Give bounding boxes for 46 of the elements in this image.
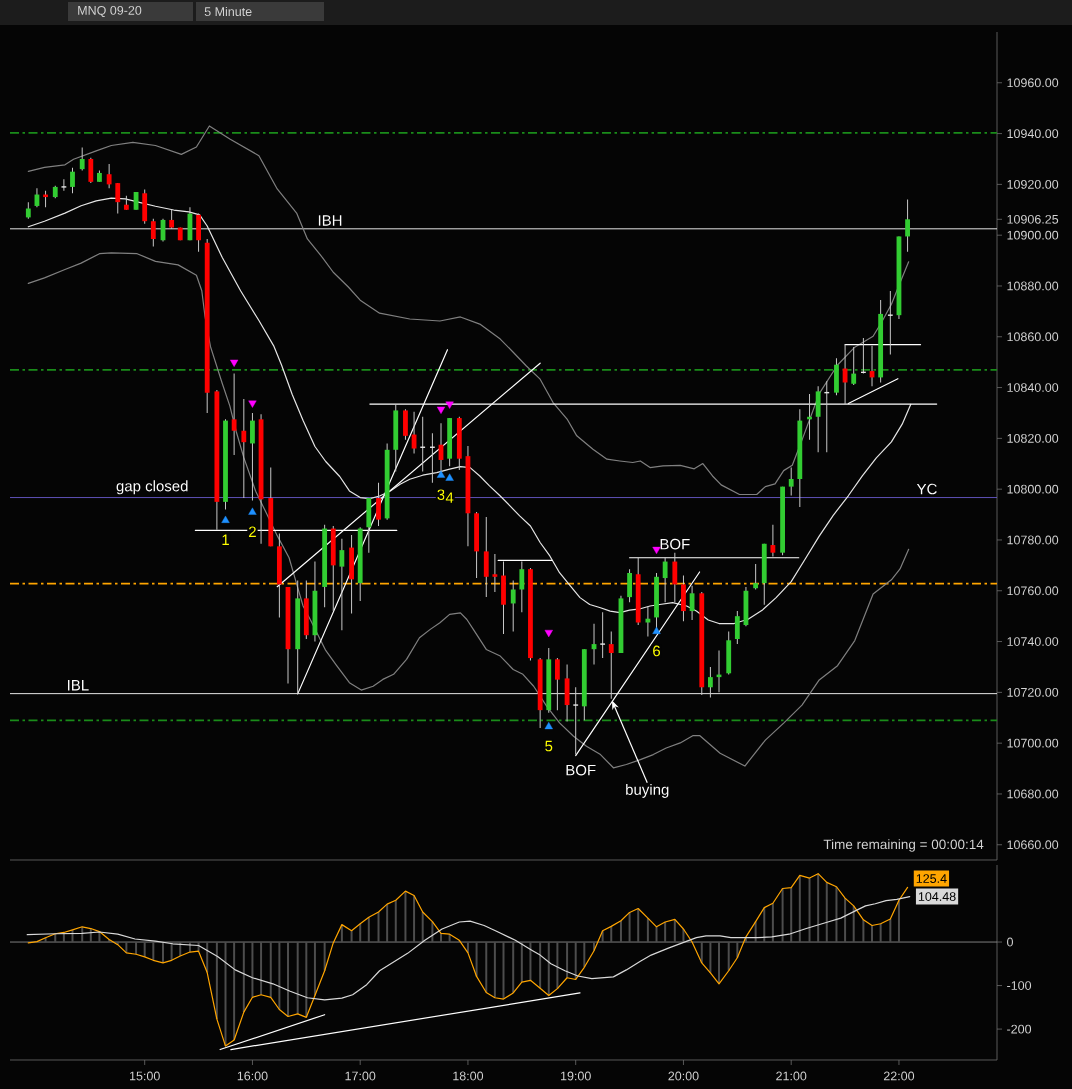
annotation: buying	[626, 783, 669, 798]
y-tick-label: 10920.00	[1007, 179, 1059, 189]
x-tick-label: 17:00	[345, 1071, 376, 1081]
annotation: YC	[916, 483, 937, 495]
annotation: IBH	[318, 215, 342, 226]
y-tick-label: 10780.00	[1007, 535, 1059, 545]
y-tick-label: 10700.00	[1007, 738, 1059, 748]
y-tick-label: 10660.00	[1007, 840, 1059, 850]
x-tick-label: 15:00	[130, 1071, 160, 1081]
annotation: 4	[445, 492, 454, 503]
y-tick-label: 10740.00	[1007, 637, 1059, 646]
x-tick-label: 18:00	[453, 1071, 484, 1081]
annotation: 5	[545, 740, 553, 752]
y-tick-label: 10680.00	[1007, 789, 1059, 799]
chart-subtitle: 5 Minute	[204, 6, 252, 17]
annotation: 1	[222, 534, 229, 545]
data-label: 125.4	[916, 874, 947, 883]
y-tick-label: -100	[1007, 981, 1032, 990]
y-tick-label: 10860.00	[1007, 332, 1059, 342]
y-tick-label: 10800.00	[1007, 484, 1059, 494]
y-tick-label: 0	[1007, 937, 1014, 947]
annotation: 6	[653, 645, 661, 657]
annotation: gap closed	[116, 480, 188, 495]
y-tick-label: 10840.00	[1007, 383, 1059, 392]
y-tick-label: 10760.00	[1007, 586, 1059, 596]
y-tick-label: 10960.00	[1007, 78, 1059, 88]
y-tick-label: 10940.00	[1007, 129, 1059, 139]
annotation: 3	[437, 489, 445, 501]
annotation: Time remaining = 00:00:14	[823, 839, 984, 852]
annotation: BOF	[566, 764, 596, 776]
annotation: 2	[249, 526, 256, 537]
annotation: BOF	[660, 538, 690, 550]
chart-title: MNQ 09-20	[78, 5, 142, 18]
y-tick-label: 10906.25	[1007, 214, 1059, 224]
y-tick-label: 10720.00	[1007, 687, 1059, 697]
y-tick-label: -200	[1007, 1024, 1032, 1034]
y-tick-label: 10880.00	[1007, 281, 1059, 291]
y-tick-label: 10900.00	[1007, 230, 1059, 240]
x-tick-label: 19:00	[561, 1071, 591, 1081]
annotation: IBL	[68, 680, 89, 691]
y-tick-label: 10820.00	[1007, 433, 1059, 443]
x-tick-label: 20:00	[668, 1071, 699, 1081]
x-tick-label: 21:00	[776, 1071, 807, 1081]
x-tick-label: 16:00	[237, 1071, 268, 1081]
x-tick-label: 22:00	[883, 1071, 915, 1081]
data-label: 104.48	[918, 892, 956, 901]
